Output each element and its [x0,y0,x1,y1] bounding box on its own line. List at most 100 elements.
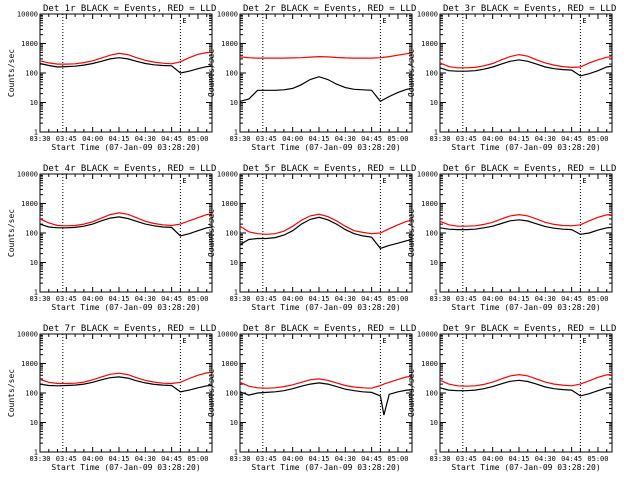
chart-2: Det 2r BLACK = Events, RED = LLD 1 10 100 10… [207,4,416,152]
chart-3-x-axis-label: Start Time (07-Jan-09 03:28:20) [451,143,600,152]
chart-9-plot-frame [439,333,613,453]
chart-4: Det 4r BLACK = Events, RED = LLD 1 10 100 10… [7,164,216,312]
chart-9-title: Det 9r BLACK = Events, RED = LLD [443,324,616,334]
chart-7-y-tick-label: 1 [34,449,38,457]
chart-1-x-tick-label: 05:00 [187,135,208,143]
chart-9-x-tick-label: 04:15 [508,455,529,463]
chart-5-y-tick-label: 1000 [221,200,238,208]
chart-6-series-events [439,219,613,235]
chart-2-top-marker-label: E [382,17,386,25]
chart-9-y-tick-label: 1 [434,449,438,457]
chart-5-series-lld [239,213,413,235]
chart-4-x-tick-label: 04:45 [161,295,182,303]
chart-2-y-tick-label: 100 [225,70,238,78]
chart-5: Det 5r BLACK = Events, RED = LLD 1 10 100 10… [207,164,416,312]
chart-9-x-tick-label: 04:30 [535,455,556,463]
chart-6-y-tick-label: 100 [425,230,438,238]
chart-8-x-tick-label: 04:15 [308,455,329,463]
chart-3-y-tick-label: 1000 [421,40,438,48]
chart-1-y-tick-label: 10000 [17,11,38,19]
chart-5-plot-frame [239,173,413,293]
chart-4-x-tick-label: 04:15 [108,295,129,303]
chart-5-y-tick-label: 10000 [217,171,238,179]
chart-8-x-tick-label: 03:30 [229,455,250,463]
chart-1-plot-frame [39,13,213,133]
chart-6-x-tick-label: 04:15 [508,295,529,303]
chart-7-y-tick-label: 100 [25,390,38,398]
chart-2-x-tick-label: 04:15 [308,135,329,143]
chart-9-series-lld [439,373,613,387]
chart-1-y-tick-label: 10 [30,99,38,107]
chart-2-x-tick-label: 05:00 [387,135,408,143]
chart-3: Det 3r BLACK = Events, RED = LLD 1 10 100 10… [407,4,616,152]
chart-1-y-axis-label: Counts/sec [7,49,16,97]
chart-6-y-tick-label: 10 [430,259,438,267]
chart-2-y-tick-label: 1 [234,129,238,137]
chart-8: Det 8r BLACK = Events, RED = LLD 1 10 100 10… [207,324,416,472]
chart-1-series-lld [39,51,213,65]
chart-2-x-tick-label: 04:00 [282,135,303,143]
chart-5-x-tick-label: 04:30 [335,295,356,303]
chart-8-x-tick-label: 04:00 [282,455,303,463]
chart-8-y-tick-label: 100 [225,390,238,398]
chart-2-x-tick-label: 03:30 [229,135,250,143]
chart-2-series-events [239,76,413,103]
chart-6-y-tick-label: 10000 [417,171,438,179]
chart-4-y-tick-label: 10000 [17,171,38,179]
chart-6-top-marker-label: E [582,177,586,185]
chart-3-y-axis-label: Counts/sec [407,49,416,97]
chart-4-top-marker-label: E [182,177,186,185]
chart-2-series-lld [239,52,413,59]
chart-7-x-axis-label: Start Time (07-Jan-09 03:28:20) [51,463,200,472]
chart-5-x-tick-label: 03:30 [229,295,250,303]
chart-6-y-tick-label: 1000 [421,200,438,208]
chart-6-x-tick-label: 03:45 [456,295,477,303]
chart-5-x-tick-label: 04:15 [308,295,329,303]
chart-7-top-marker-label: E [182,337,186,345]
chart-7: Det 7r BLACK = Events, RED = LLD 1 10 100 10… [7,324,216,472]
chart-3-plot-frame [439,13,613,133]
chart-9-y-axis-label: Counts/sec [407,369,416,417]
chart-2-x-tick-label: 04:30 [335,135,356,143]
chart-8-series-lld [239,376,413,389]
chart-1-x-tick-label: 03:45 [56,135,77,143]
chart-9: Det 9r BLACK = Events, RED = LLD 1 10 100 10… [407,324,616,472]
chart-7-title: Det 7r BLACK = Events, RED = LLD [43,324,216,334]
chart-6-y-axis-label: Counts/sec [407,209,416,257]
chart-7-y-tick-label: 10000 [17,331,38,339]
chart-8-x-axis-label: Start Time (07-Jan-09 03:28:20) [251,463,400,472]
chart-5-y-axis-label: Counts/sec [207,209,216,257]
chart-9-x-tick-label: 04:00 [482,455,503,463]
chart-8-x-tick-label: 05:00 [387,455,408,463]
chart-1-x-tick-label: 04:45 [161,135,182,143]
chart-6-x-tick-label: 03:30 [429,295,450,303]
chart-5-y-tick-label: 10 [230,259,238,267]
chart-4-y-tick-label: 1000 [21,200,38,208]
chart-4-x-tick-label: 03:45 [56,295,77,303]
chart-3-y-tick-label: 100 [425,70,438,78]
chart-2-y-axis-label: Counts/sec [207,49,216,97]
chart-4-y-axis-label: Counts/sec [7,209,16,257]
chart-9-series-events [439,379,613,397]
chart-6-x-tick-label: 04:45 [561,295,582,303]
chart-3-x-tick-label: 03:45 [456,135,477,143]
chart-7-x-tick-label: 04:30 [135,455,156,463]
chart-1-y-tick-label: 1 [34,129,38,137]
chart-4-x-tick-label: 04:30 [135,295,156,303]
chart-7-x-tick-label: 03:30 [29,455,50,463]
chart-7-x-tick-label: 03:45 [56,455,77,463]
chart-2-y-tick-label: 10000 [217,11,238,19]
chart-3-title: Det 3r BLACK = Events, RED = LLD [443,4,616,14]
chart-4-x-tick-label: 04:00 [82,295,103,303]
chart-1-x-tick-label: 04:00 [82,135,103,143]
chart-3-x-tick-label: 04:15 [508,135,529,143]
chart-3-x-tick-label: 04:30 [535,135,556,143]
chart-4-x-tick-label: 03:30 [29,295,50,303]
chart-6-y-tick-label: 1 [434,289,438,297]
chart-3-x-tick-label: 04:45 [561,135,582,143]
chart-3-y-tick-label: 10 [430,99,438,107]
chart-9-x-tick-label: 03:30 [429,455,450,463]
chart-7-x-tick-label: 04:00 [82,455,103,463]
